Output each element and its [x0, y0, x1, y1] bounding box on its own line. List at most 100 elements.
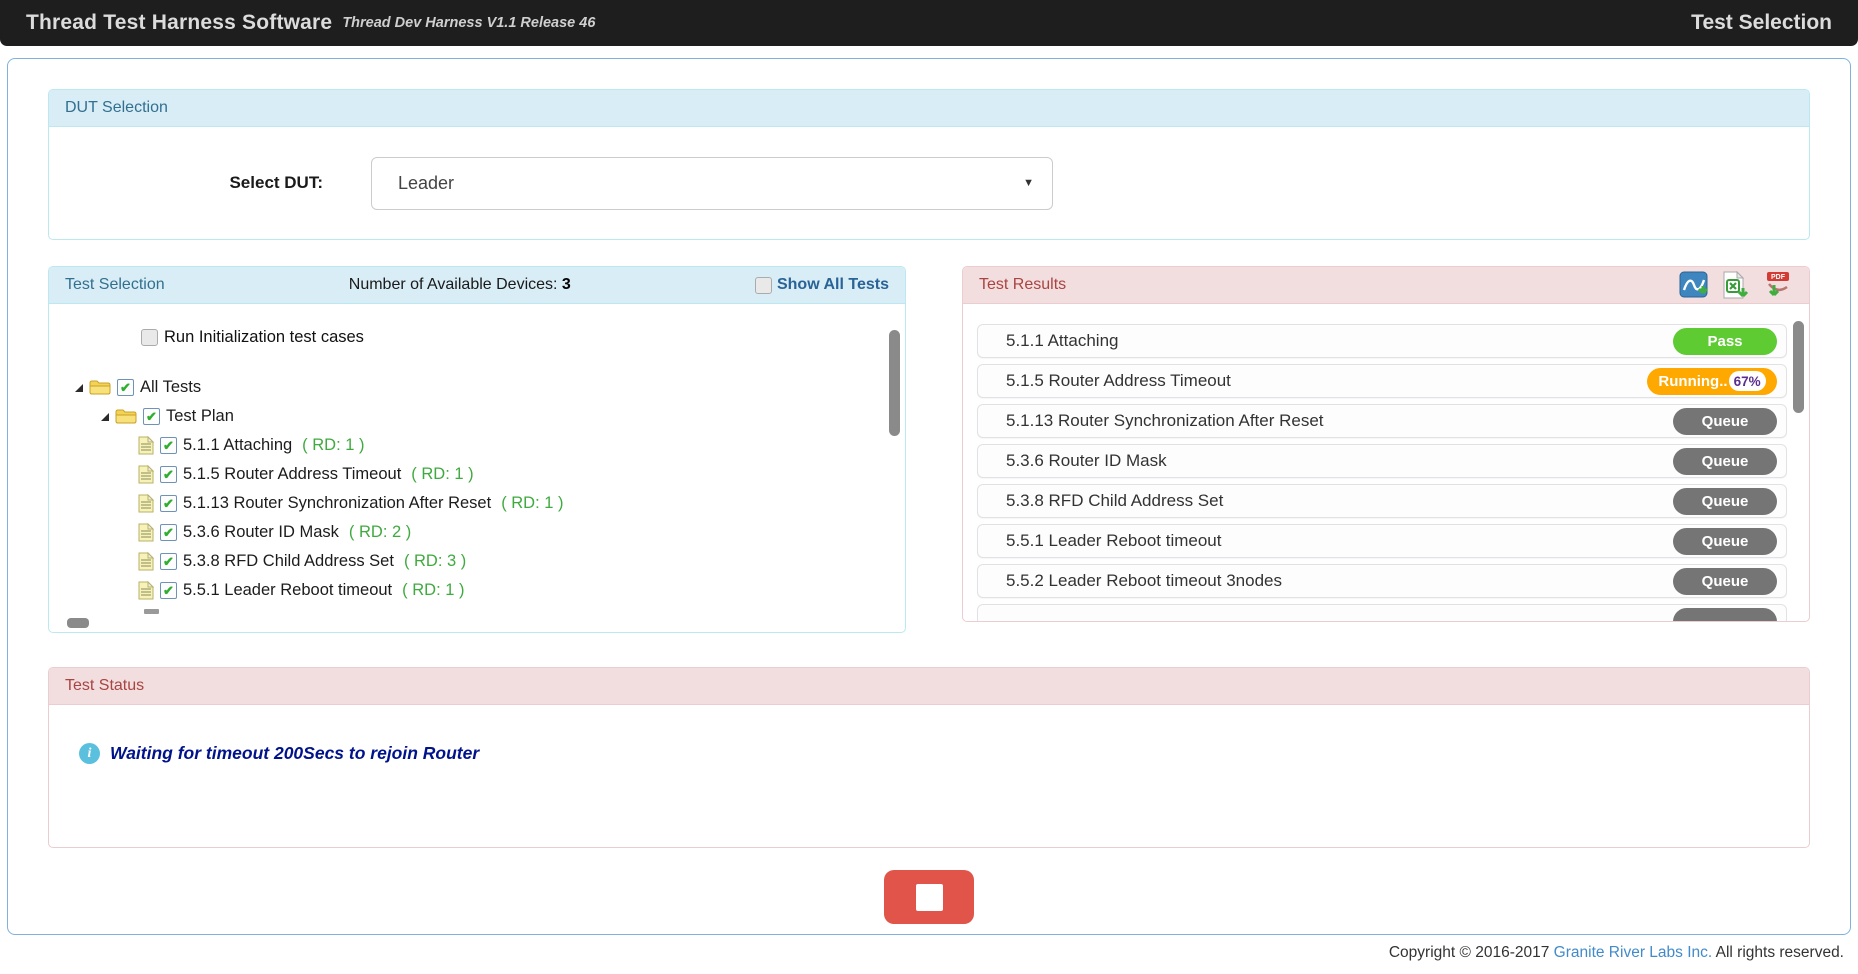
running-label: Running.. — [1658, 372, 1728, 390]
vertical-scrollbar[interactable] — [889, 330, 900, 436]
rd-count: ( RD: 2 ) — [348, 523, 412, 541]
checkbox-checked[interactable] — [160, 437, 177, 454]
clipped-tree-item — [144, 609, 159, 614]
rd-count: ( RD: 3 ) — [403, 552, 467, 570]
dut-dropdown-value: Leader — [398, 172, 455, 193]
tree-node-all-tests[interactable]: All Tests — [75, 373, 879, 402]
tree-label[interactable]: 5.1.13 Router Synchronization After Rese… — [183, 494, 492, 512]
chevron-down-icon — [1023, 177, 1034, 189]
rd-count: ( RD: 1 ) — [411, 465, 474, 483]
horizontal-scrollbar[interactable] — [67, 618, 89, 628]
result-name: 5.1.1 Attaching — [1006, 331, 1119, 350]
tree-node-test-plan[interactable]: Test Plan — [101, 402, 879, 431]
tree-label[interactable]: 5.5.1 Leader Reboot timeout — [183, 581, 393, 599]
checkbox-checked[interactable] — [117, 379, 134, 396]
test-selection-body: Run Initialization test cases All Tests … — [49, 304, 905, 632]
document-icon — [138, 581, 154, 600]
progress-percent: 67% — [1728, 371, 1766, 391]
run-init-control[interactable]: Run Initialization test cases — [141, 328, 879, 347]
result-name: 5.3.8 RFD Child Address Set — [1006, 491, 1224, 510]
status-badge-queue — [1673, 607, 1777, 621]
pdf-download-icon[interactable]: PDF — [1761, 271, 1793, 300]
copyright-text: Copyright © 2016-2017 — [1388, 944, 1550, 961]
result-row[interactable]: 5.1.13 Router Synchronization After Rese… — [977, 404, 1787, 438]
dut-selection-header: DUT Selection — [49, 90, 1809, 127]
tree-label[interactable]: 5.1.1 Attaching — [183, 436, 293, 454]
rd-count: ( RD: 1 ) — [302, 436, 365, 454]
result-name: 5.1.13 Router Synchronization After Rese… — [1006, 411, 1324, 430]
checkbox-checked[interactable] — [160, 524, 177, 541]
tree-leaf-test[interactable]: 5.1.5 Router Address Timeout ( RD: 1 ) — [138, 460, 879, 489]
checkbox-checked[interactable] — [160, 495, 177, 512]
vertical-scrollbar[interactable] — [1793, 321, 1804, 413]
status-badge-queue: Queue — [1673, 447, 1777, 475]
test-results-title: Test Results — [979, 276, 1067, 293]
checkbox-checked[interactable] — [143, 408, 160, 425]
tree-label[interactable]: All Tests — [140, 378, 202, 396]
tree-label[interactable]: 5.1.5 Router Address Timeout — [183, 465, 402, 483]
show-all-tests-checkbox[interactable] — [754, 276, 772, 294]
dut-selection-body: Select DUT: Leader — [49, 127, 1809, 239]
result-row[interactable]: 5.1.1 Attaching Pass — [977, 324, 1787, 358]
test-results-header: Test Results PDF — [963, 267, 1809, 304]
available-devices-count: 3 — [561, 276, 571, 293]
select-dut-label: Select DUT: — [229, 173, 323, 192]
rights-text: All rights reserved. — [1715, 944, 1844, 961]
app-version: Thread Dev Harness V1.1 Release 46 — [342, 15, 596, 31]
dut-selection-panel: DUT Selection Select DUT: Leader — [48, 89, 1810, 240]
dut-selection-title: DUT Selection — [65, 99, 168, 116]
result-row-partial — [977, 604, 1787, 621]
test-selection-header: Test Selection Number of Available Devic… — [49, 267, 905, 304]
status-badge-queue: Queue — [1673, 407, 1777, 435]
result-row[interactable]: 5.3.8 RFD Child Address Set Queue — [977, 484, 1787, 518]
tree-leaf-test[interactable]: 5.3.8 RFD Child Address Set ( RD: 3 ) — [138, 547, 879, 576]
run-init-checkbox[interactable] — [141, 329, 158, 346]
test-results-panel: Test Results PDF 5.1.1 Attaching P — [962, 266, 1810, 622]
folder-icon — [89, 380, 111, 395]
granite-river-labs-link[interactable]: Granite River Labs Inc. — [1553, 944, 1713, 961]
app-title: Thread Test Harness Software — [26, 11, 333, 34]
result-row[interactable]: 5.5.2 Leader Reboot timeout 3nodes Queue — [977, 564, 1787, 598]
top-bar: Thread Test Harness Software Thread Dev … — [0, 0, 1858, 46]
tree-leaf-test[interactable]: 5.1.13 Router Synchronization After Rese… — [138, 489, 879, 518]
tree-leaf-test[interactable]: 5.5.1 Leader Reboot timeout ( RD: 1 ) — [138, 576, 879, 605]
test-selection-title: Test Selection — [65, 276, 165, 293]
status-badge-pass: Pass — [1673, 327, 1777, 355]
expand-arrow-icon[interactable] — [101, 412, 109, 421]
result-name: 5.3.6 Router ID Mask — [1006, 451, 1167, 470]
stop-button[interactable] — [884, 870, 974, 924]
dut-dropdown[interactable]: Leader — [371, 156, 1053, 210]
available-devices-text: Number of Available Devices: 3 — [348, 276, 571, 293]
export-toolbar: PDF — [1679, 270, 1793, 300]
status-badge-running: Running.. 67% — [1647, 367, 1777, 395]
result-row[interactable]: 5.3.6 Router ID Mask Queue — [977, 444, 1787, 478]
footer: Copyright © 2016-2017 Granite River Labs… — [0, 935, 1858, 962]
tree-label[interactable]: 5.3.8 RFD Child Address Set — [183, 552, 394, 570]
tree-leaf-test[interactable]: 5.1.1 Attaching ( RD: 1 ) — [138, 431, 879, 460]
tree-label[interactable]: Test Plan — [166, 407, 234, 425]
result-row[interactable]: 5.1.5 Router Address Timeout Running.. 6… — [977, 364, 1787, 398]
folder-icon — [115, 409, 137, 424]
tree-label[interactable]: 5.3.6 Router ID Mask — [183, 523, 339, 541]
checkbox-checked[interactable] — [160, 466, 177, 483]
result-name: 5.5.2 Leader Reboot timeout 3nodes — [1006, 571, 1282, 590]
test-tree: All Tests Test Plan 5.1.1 Attaching ( RD… — [75, 373, 879, 614]
result-name: 5.1.5 Router Address Timeout — [1006, 371, 1231, 390]
document-icon — [138, 465, 154, 484]
test-selection-panel: Test Selection Number of Available Devic… — [48, 266, 906, 633]
tree-leaf-test[interactable]: 5.3.6 Router ID Mask ( RD: 2 ) — [138, 518, 879, 547]
test-status-header: Test Status — [49, 668, 1809, 705]
stop-icon — [915, 883, 943, 911]
test-results-body: 5.1.1 Attaching Pass 5.1.5 Router Addres… — [963, 304, 1809, 621]
wireshark-download-icon[interactable] — [1679, 271, 1711, 300]
run-init-label: Run Initialization test cases — [164, 328, 364, 346]
result-row[interactable]: 5.5.1 Leader Reboot timeout Queue — [977, 524, 1787, 558]
excel-download-icon[interactable] — [1720, 270, 1752, 300]
test-status-panel: Test Status Waiting for timeout 200Secs … — [48, 667, 1810, 848]
show-all-tests-control[interactable]: Show All Tests — [754, 276, 889, 294]
checkbox-checked[interactable] — [160, 582, 177, 599]
rd-count: ( RD: 1 ) — [501, 494, 564, 512]
rd-count: ( RD: 1 ) — [402, 581, 465, 599]
expand-arrow-icon[interactable] — [75, 383, 83, 392]
checkbox-checked[interactable] — [160, 553, 177, 570]
